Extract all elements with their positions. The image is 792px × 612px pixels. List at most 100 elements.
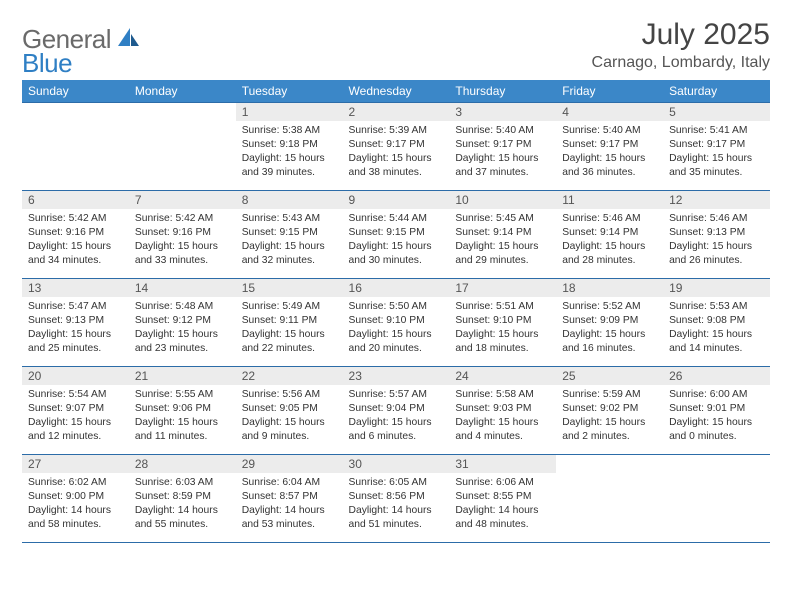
day-number: 30 [343, 455, 450, 473]
calendar-cell: 30Sunrise: 6:05 AMSunset: 8:56 PMDayligh… [343, 455, 450, 543]
calendar-row: ..1Sunrise: 5:38 AMSunset: 9:18 PMDaylig… [22, 103, 770, 191]
daylight-text: Daylight: 15 hours and 23 minutes. [135, 328, 230, 356]
day-content: Sunrise: 5:56 AMSunset: 9:05 PMDaylight:… [236, 385, 343, 448]
daylight-text: Daylight: 15 hours and 12 minutes. [28, 416, 123, 444]
day-number: 3 [449, 103, 556, 121]
sunset-text: Sunset: 9:08 PM [669, 314, 764, 328]
sunset-text: Sunset: 9:14 PM [562, 226, 657, 240]
weekday-header: Saturday [663, 80, 770, 103]
calendar-cell: 26Sunrise: 6:00 AMSunset: 9:01 PMDayligh… [663, 367, 770, 455]
sunset-text: Sunset: 9:05 PM [242, 402, 337, 416]
calendar-cell: . [129, 103, 236, 191]
sunrise-text: Sunrise: 5:46 AM [669, 212, 764, 226]
sunset-text: Sunset: 9:15 PM [349, 226, 444, 240]
sunset-text: Sunset: 8:59 PM [135, 490, 230, 504]
daylight-text: Daylight: 15 hours and 22 minutes. [242, 328, 337, 356]
sunrise-text: Sunrise: 5:58 AM [455, 388, 550, 402]
day-content: Sunrise: 5:40 AMSunset: 9:17 PMDaylight:… [449, 121, 556, 184]
calendar-cell: . [22, 103, 129, 191]
logo-sail-icon [116, 26, 140, 53]
day-content: Sunrise: 5:46 AMSunset: 9:13 PMDaylight:… [663, 209, 770, 272]
calendar-row: 6Sunrise: 5:42 AMSunset: 9:16 PMDaylight… [22, 191, 770, 279]
calendar-cell: 29Sunrise: 6:04 AMSunset: 8:57 PMDayligh… [236, 455, 343, 543]
day-content: Sunrise: 5:40 AMSunset: 9:17 PMDaylight:… [556, 121, 663, 184]
sunset-text: Sunset: 9:16 PM [28, 226, 123, 240]
daylight-text: Daylight: 15 hours and 33 minutes. [135, 240, 230, 268]
daylight-text: Daylight: 15 hours and 2 minutes. [562, 416, 657, 444]
calendar-cell: 11Sunrise: 5:46 AMSunset: 9:14 PMDayligh… [556, 191, 663, 279]
day-number: 17 [449, 279, 556, 297]
sunset-text: Sunset: 9:13 PM [669, 226, 764, 240]
calendar-cell: 21Sunrise: 5:55 AMSunset: 9:06 PMDayligh… [129, 367, 236, 455]
title-block: July 2025 Carnago, Lombardy, Italy [592, 18, 770, 72]
weekday-header: Friday [556, 80, 663, 103]
calendar-cell: 7Sunrise: 5:42 AMSunset: 9:16 PMDaylight… [129, 191, 236, 279]
calendar-cell: 15Sunrise: 5:49 AMSunset: 9:11 PMDayligh… [236, 279, 343, 367]
sunrise-text: Sunrise: 5:46 AM [562, 212, 657, 226]
sunset-text: Sunset: 9:07 PM [28, 402, 123, 416]
day-content: Sunrise: 5:41 AMSunset: 9:17 PMDaylight:… [663, 121, 770, 184]
day-number: 21 [129, 367, 236, 385]
sunrise-text: Sunrise: 5:54 AM [28, 388, 123, 402]
sunrise-text: Sunrise: 5:57 AM [349, 388, 444, 402]
daylight-text: Daylight: 15 hours and 6 minutes. [349, 416, 444, 444]
sunrise-text: Sunrise: 5:49 AM [242, 300, 337, 314]
day-number: 13 [22, 279, 129, 297]
day-content: Sunrise: 5:42 AMSunset: 9:16 PMDaylight:… [22, 209, 129, 272]
daylight-text: Daylight: 15 hours and 37 minutes. [455, 152, 550, 180]
day-number: 24 [449, 367, 556, 385]
daylight-text: Daylight: 14 hours and 48 minutes. [455, 504, 550, 532]
sunset-text: Sunset: 9:17 PM [455, 138, 550, 152]
day-content: Sunrise: 5:59 AMSunset: 9:02 PMDaylight:… [556, 385, 663, 448]
sunrise-text: Sunrise: 6:05 AM [349, 476, 444, 490]
sunrise-text: Sunrise: 5:41 AM [669, 124, 764, 138]
weekday-header: Tuesday [236, 80, 343, 103]
weekday-header: Wednesday [343, 80, 450, 103]
sunset-text: Sunset: 9:03 PM [455, 402, 550, 416]
daylight-text: Daylight: 15 hours and 9 minutes. [242, 416, 337, 444]
sunset-text: Sunset: 8:56 PM [349, 490, 444, 504]
day-number: 20 [22, 367, 129, 385]
sunrise-text: Sunrise: 5:48 AM [135, 300, 230, 314]
sunset-text: Sunset: 9:17 PM [562, 138, 657, 152]
sunset-text: Sunset: 9:15 PM [242, 226, 337, 240]
daylight-text: Daylight: 15 hours and 11 minutes. [135, 416, 230, 444]
calendar-cell: 6Sunrise: 5:42 AMSunset: 9:16 PMDaylight… [22, 191, 129, 279]
day-number: 28 [129, 455, 236, 473]
daylight-text: Daylight: 15 hours and 30 minutes. [349, 240, 444, 268]
sunset-text: Sunset: 9:09 PM [562, 314, 657, 328]
day-number: 7 [129, 191, 236, 209]
daylight-text: Daylight: 15 hours and 20 minutes. [349, 328, 444, 356]
calendar-cell: 2Sunrise: 5:39 AMSunset: 9:17 PMDaylight… [343, 103, 450, 191]
sunset-text: Sunset: 9:14 PM [455, 226, 550, 240]
sunset-text: Sunset: 9:04 PM [349, 402, 444, 416]
calendar-cell: 5Sunrise: 5:41 AMSunset: 9:17 PMDaylight… [663, 103, 770, 191]
day-content: Sunrise: 5:53 AMSunset: 9:08 PMDaylight:… [663, 297, 770, 360]
sunrise-text: Sunrise: 5:50 AM [349, 300, 444, 314]
sunset-text: Sunset: 9:16 PM [135, 226, 230, 240]
weekday-header-row: Sunday Monday Tuesday Wednesday Thursday… [22, 80, 770, 103]
day-content: Sunrise: 5:54 AMSunset: 9:07 PMDaylight:… [22, 385, 129, 448]
day-number: 5 [663, 103, 770, 121]
day-content: Sunrise: 6:06 AMSunset: 8:55 PMDaylight:… [449, 473, 556, 536]
sunrise-text: Sunrise: 5:44 AM [349, 212, 444, 226]
calendar-cell: 18Sunrise: 5:52 AMSunset: 9:09 PMDayligh… [556, 279, 663, 367]
sunrise-text: Sunrise: 5:53 AM [669, 300, 764, 314]
calendar-cell: 25Sunrise: 5:59 AMSunset: 9:02 PMDayligh… [556, 367, 663, 455]
sunrise-text: Sunrise: 5:56 AM [242, 388, 337, 402]
logo-blue-text: Blue [22, 48, 72, 79]
day-content: Sunrise: 5:38 AMSunset: 9:18 PMDaylight:… [236, 121, 343, 184]
daylight-text: Daylight: 15 hours and 39 minutes. [242, 152, 337, 180]
calendar-cell: 20Sunrise: 5:54 AMSunset: 9:07 PMDayligh… [22, 367, 129, 455]
day-number: 4 [556, 103, 663, 121]
day-number: 26 [663, 367, 770, 385]
daylight-text: Daylight: 15 hours and 35 minutes. [669, 152, 764, 180]
calendar-row: 27Sunrise: 6:02 AMSunset: 9:00 PMDayligh… [22, 455, 770, 543]
calendar-cell: 22Sunrise: 5:56 AMSunset: 9:05 PMDayligh… [236, 367, 343, 455]
day-number: 18 [556, 279, 663, 297]
day-content: Sunrise: 5:55 AMSunset: 9:06 PMDaylight:… [129, 385, 236, 448]
sunrise-text: Sunrise: 5:51 AM [455, 300, 550, 314]
day-number: 6 [22, 191, 129, 209]
daylight-text: Daylight: 14 hours and 53 minutes. [242, 504, 337, 532]
sunset-text: Sunset: 9:17 PM [349, 138, 444, 152]
